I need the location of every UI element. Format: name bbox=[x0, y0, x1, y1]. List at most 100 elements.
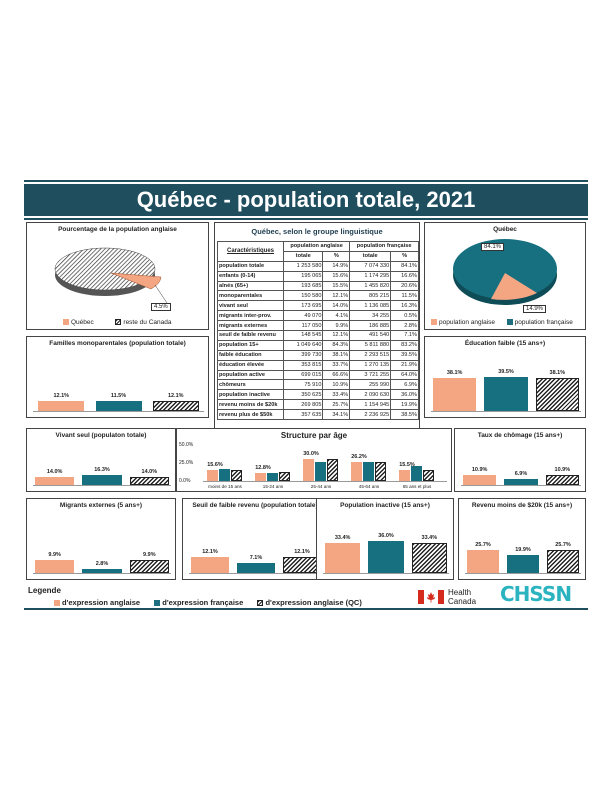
pie-right-slice-english bbox=[491, 273, 537, 300]
cell-eng-total: 399 730 bbox=[282, 349, 324, 361]
row-label: migrants inter-prov. bbox=[217, 310, 284, 322]
legend-label-quebec: Québec bbox=[71, 319, 94, 326]
cell-fr-total: 1 154 945 bbox=[349, 399, 392, 411]
bar-chart-panel: Taux de chômage (15 ans+) 10.9% 6.9% 10.9% bbox=[454, 428, 586, 492]
bar-chart-panel: Vivant seul (populaton totale) 14.0% 16.3%… bbox=[26, 428, 176, 492]
row-label: éducation élevée bbox=[217, 359, 284, 371]
cell-eng-pct: 25.7% bbox=[322, 399, 351, 411]
data-table: Caractéristiques population anglaise pop… bbox=[217, 241, 419, 421]
cell-fr-pct: 2.8% bbox=[390, 320, 419, 332]
table-title: Québec, selon le groupe linguistique bbox=[251, 227, 383, 236]
age-bar bbox=[219, 469, 230, 481]
bar-value-label: 9.9% bbox=[48, 551, 61, 558]
bar-hatch bbox=[547, 549, 579, 573]
bar-value-label: 12.1% bbox=[167, 392, 184, 399]
age-bar bbox=[303, 459, 314, 481]
pie-left-legend: Québec reste du Canada bbox=[63, 319, 171, 326]
y-tick-label: 50.0% bbox=[179, 442, 194, 448]
bar-chart-panel: Migrants externes (5 ans+) 9.9% 2.8% 9.9% bbox=[26, 498, 176, 580]
cell-fr-pct: 16.6% bbox=[390, 270, 419, 282]
cell-fr-total: 1 136 085 bbox=[349, 300, 392, 312]
age-category-label: 65 ans et plus bbox=[402, 484, 432, 489]
cell-fr-total: 255 990 bbox=[349, 379, 392, 391]
pie-right-chart bbox=[453, 239, 557, 305]
row-label: chômeurs bbox=[217, 379, 284, 391]
cell-eng-total: 148 545 bbox=[282, 330, 324, 341]
cell-eng-total: 173 695 bbox=[282, 300, 324, 312]
cell-eng-pct: 15.6% bbox=[322, 270, 351, 282]
bar-orange bbox=[35, 559, 75, 573]
bar-teal bbox=[82, 475, 122, 485]
bar-baseline bbox=[461, 485, 581, 486]
table-row: seuil de faible revenu 148 545 12.1% 491 54… bbox=[217, 330, 419, 341]
table-row: enfants (0-14) 195 065 15.6% 1 174 295 16.6% bbox=[217, 270, 419, 282]
row-label: enfants (0-14) bbox=[217, 270, 284, 282]
page-title: Québec - population totale, 2021 bbox=[24, 184, 588, 216]
bar-value-label: 2.8% bbox=[95, 561, 109, 568]
bar-chart-panel: Seuil de faible revenu (population total… bbox=[182, 498, 328, 580]
cell-fr-pct: 84.1% bbox=[390, 260, 419, 272]
cell-fr-pct: 83.2% bbox=[390, 339, 419, 351]
table-row: migrants externes 117 050 9.9% 186 885 2.8% bbox=[217, 320, 419, 332]
legend-label-french: population française bbox=[514, 319, 573, 326]
cell-fr-total: 5 811 880 bbox=[349, 339, 392, 351]
subheader-total: totale bbox=[349, 250, 392, 262]
bar-teal bbox=[95, 401, 142, 411]
cell-fr-total: 186 885 bbox=[349, 320, 392, 332]
pie-right-slice-french bbox=[453, 239, 557, 299]
age-bar bbox=[231, 469, 242, 481]
bar-value-label: 39.5% bbox=[498, 368, 514, 375]
cell-fr-total: 2 090 630 bbox=[349, 389, 392, 401]
legend-label-english: population anglaise bbox=[439, 319, 496, 326]
cell-fr-pct: 39.5% bbox=[390, 349, 419, 361]
age-bar bbox=[267, 473, 278, 481]
cell-eng-total: 193 685 bbox=[282, 280, 324, 292]
legend-swatch-english bbox=[54, 600, 60, 607]
cell-eng-total: 75 910 bbox=[282, 379, 324, 391]
bar-teal bbox=[82, 569, 122, 573]
table-row: population totale 1 253 580 14.9% 7 074 330… bbox=[217, 260, 419, 272]
table-row: monoparentales 150 580 12.1% 805 215 11.5% bbox=[217, 290, 419, 302]
cell-eng-total: 357 635 bbox=[282, 409, 324, 421]
health-canada-text-2: Canada bbox=[448, 597, 477, 606]
row-label: faible éducation bbox=[217, 349, 284, 361]
bar-chart-title: Population inactive (15 ans+) bbox=[340, 502, 430, 509]
bar-baseline bbox=[323, 573, 449, 574]
bar-teal bbox=[484, 376, 528, 411]
bar-value-label: 9.9% bbox=[143, 551, 156, 558]
cell-fr-pct: 64.0% bbox=[390, 369, 419, 381]
bar-value-label: 12.1% bbox=[202, 548, 218, 555]
bar-chart-title: Seuil de faible revenu (population total… bbox=[192, 502, 318, 509]
legend-english: d'expression anglaise bbox=[62, 598, 141, 607]
age-bar bbox=[363, 461, 374, 481]
bar-value-label: 6.9% bbox=[514, 470, 528, 477]
cell-fr-total: 2 293 515 bbox=[349, 349, 392, 361]
subheader-total: totale bbox=[282, 250, 324, 262]
cell-fr-pct: 19.9% bbox=[390, 399, 419, 411]
row-label: vivant seul bbox=[217, 300, 284, 312]
cell-eng-pct: 12.1% bbox=[322, 290, 351, 302]
bar-value-label: 25.7% bbox=[555, 541, 571, 548]
bar-orange bbox=[38, 400, 85, 411]
table-row: faible éducation 399 730 38.1% 2 293 515 39.… bbox=[217, 349, 419, 361]
bar-value-label: 38.1% bbox=[549, 369, 566, 376]
cell-eng-pct: 12.1% bbox=[322, 330, 351, 341]
bar-baseline bbox=[465, 573, 581, 574]
table-row: revenu moins de $20k 269 805 25.7% 1 154 94… bbox=[217, 399, 419, 411]
health-canada-text-1: Health bbox=[448, 588, 472, 597]
cell-fr-pct: 11.5% bbox=[390, 290, 419, 302]
bar-orange bbox=[35, 476, 75, 485]
cell-eng-pct: 38.1% bbox=[322, 349, 351, 361]
row-label: population 15+ bbox=[217, 339, 284, 351]
legend-swatch-french bbox=[154, 600, 161, 607]
pie-left-panel: Pourcentage de la population anglaise 4.… bbox=[26, 222, 209, 330]
age-bar bbox=[399, 469, 410, 481]
cell-fr-pct: 0.5% bbox=[390, 310, 419, 322]
bar-chart-panel: Population inactive (15 ans+) 33.4% 36.0% 3… bbox=[316, 498, 454, 580]
cell-fr-pct: 20.6% bbox=[390, 280, 419, 292]
bar-value-label: 25.7% bbox=[475, 541, 491, 548]
table-row: chômeurs 75 910 10.9% 255 990 6.9% bbox=[217, 379, 419, 391]
bar-baseline bbox=[189, 573, 323, 574]
row-label: population totale bbox=[217, 260, 284, 272]
table-row: population 15+ 1 049 640 84.3% 5 811 880 83.… bbox=[217, 339, 419, 351]
